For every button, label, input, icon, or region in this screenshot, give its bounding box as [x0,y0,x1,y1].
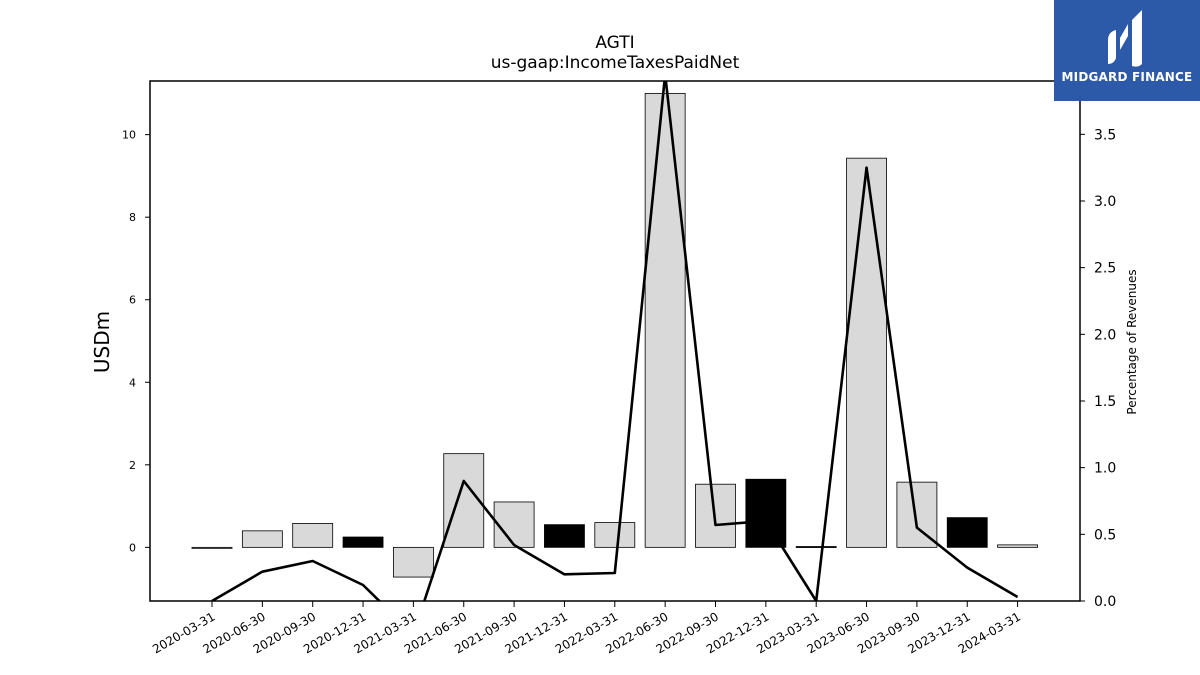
bar-2020-09-30 [292,523,334,548]
bar-2021-09-30 [493,501,535,548]
bar-2023-06-30 [846,157,887,548]
y-tick-label-0: 0 [129,541,136,554]
logo-mark-icon [1108,10,1142,67]
y2-tick-label-2.0: 2.0 [1094,327,1116,343]
bar-2022-12-31 [745,478,787,548]
y2-tick-label-0.5: 0.5 [1094,527,1116,543]
plot-area [191,81,1038,601]
y-tick-label-2: 2 [129,459,136,472]
bar-2023-12-31 [946,517,988,548]
y-tick-label-8: 8 [129,211,136,224]
bar-2020-12-31 [342,536,384,548]
y2-tick-label-1.0: 1.0 [1094,461,1116,477]
y2-tick-label-0.0: 0.0 [1094,594,1116,610]
bar-2024-03-31 [997,544,1038,548]
bar-2021-03-31 [392,546,434,578]
y-tick-label-4: 4 [129,376,136,389]
chart-subtitle: us-gaap:IncomeTaxesPaidNet [490,53,740,73]
y-tick-label-6: 6 [129,294,136,307]
bar-2023-09-30 [896,481,938,548]
bar-2021-12-31 [544,524,585,548]
y-axis-label: USDm [90,310,114,374]
logo-text: MIDGARD FINANCE [1061,70,1193,84]
bar-2020-03-31 [191,546,233,549]
bar-2023-03-31 [795,546,837,548]
y-tick-label-10: 10 [122,129,136,142]
line-series-percentage [211,81,1019,601]
bar-2022-06-30 [644,92,686,548]
y2-tick-label-2.5: 2.5 [1094,261,1116,277]
brand-logo: MIDGARD FINANCE [1054,0,1200,101]
y2-tick-label-3.5: 3.5 [1094,127,1116,143]
y2-tick-label-1.5: 1.5 [1094,394,1116,410]
y2-axis-label: Percentage of Revenues [1125,269,1139,415]
bar-2022-03-31 [594,522,636,548]
y2-tick-label-3.0: 3.0 [1094,194,1116,210]
bar-2021-06-30 [443,453,485,548]
chart-title: AGTI [595,33,635,53]
bar-2020-06-30 [241,530,283,548]
